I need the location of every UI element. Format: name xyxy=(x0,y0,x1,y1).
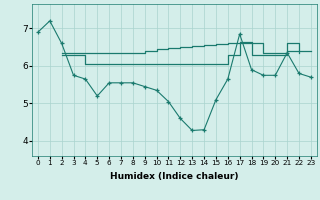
X-axis label: Humidex (Indice chaleur): Humidex (Indice chaleur) xyxy=(110,172,239,181)
